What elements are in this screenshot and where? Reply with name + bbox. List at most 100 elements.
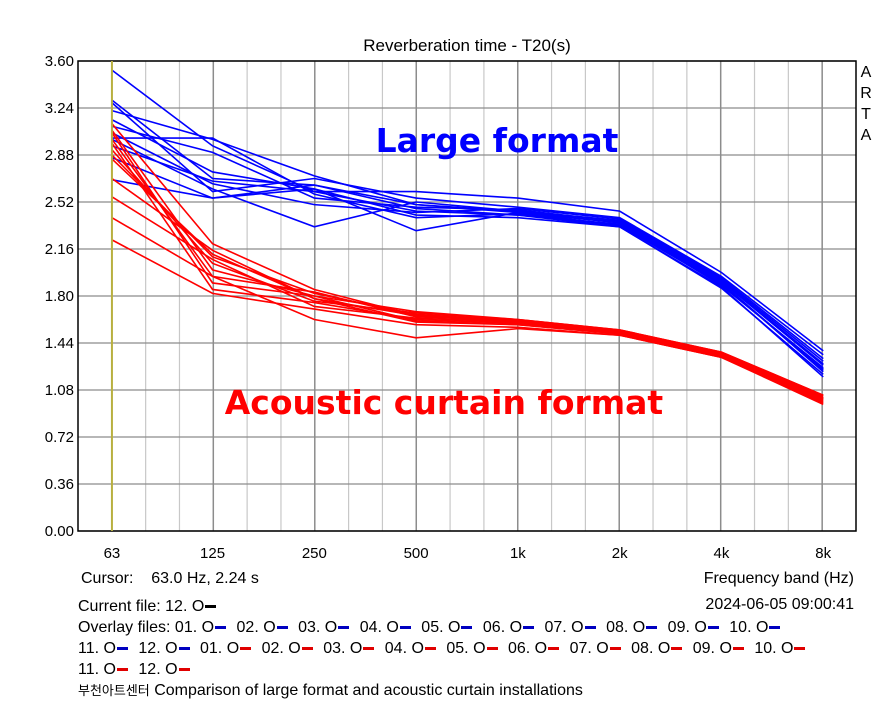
y-tick-label: 2.88 (45, 147, 74, 164)
overlay-file-swatch (461, 626, 473, 630)
overlay-file-item: 08. O (606, 619, 663, 636)
y-tick-label: 1.80 (45, 288, 74, 305)
overlay-file-label: 06. O (482, 619, 523, 636)
series-line-large (111, 132, 824, 360)
overlay-file-label: 03. O (298, 619, 338, 636)
x-tick-label: 1k (510, 545, 526, 562)
overlay-file-item: 05. O (446, 640, 503, 657)
overlay-file-swatch (769, 626, 781, 630)
current-file-swatch (205, 605, 217, 609)
overlay-file-swatch (794, 647, 806, 651)
overlay-file-label: 09. O (667, 619, 707, 636)
annotation-large-format: Large format (376, 121, 619, 160)
overlay-file-label: 11. O (78, 661, 116, 678)
overlay-file-swatch (646, 626, 658, 630)
overlay-file-label: 01. O (174, 619, 215, 636)
cursor-value: 63.0 Hz, 2.24 s (151, 570, 259, 587)
overlay-file-item: 10. O (729, 619, 786, 636)
overlay-file-item: 07. O (544, 619, 601, 636)
watermark-letter: R (860, 85, 872, 102)
overlay-file-label: 08. O (631, 640, 671, 657)
overlay-file-label: 11. O (78, 640, 116, 657)
series-line-curtain (111, 149, 824, 396)
overlay-file-item: 05. O (421, 619, 478, 636)
overlay-file-item: 09. O (693, 640, 750, 657)
overlay-file-label: 07. O (569, 640, 609, 657)
overlay-file-swatch (732, 647, 744, 651)
overlay-file-swatch (399, 626, 411, 630)
overlay-file-swatch (178, 668, 190, 672)
overlay-file-swatch (424, 647, 436, 651)
y-tick-label: 1.08 (45, 382, 74, 399)
overlay-file-item: 04. O (360, 619, 417, 636)
overlay-file-swatch (609, 647, 621, 651)
measurement-date: 2024-06-05 09:00:41 (705, 596, 854, 613)
overlay-file-swatch (338, 626, 350, 630)
file-legend: Current file: 12. O Overlay files: 01. O… (78, 596, 838, 701)
x-tick-label: 125 (200, 545, 225, 562)
overlay-file-swatch (671, 647, 683, 651)
current-file: Current file: 12. O (78, 596, 838, 617)
overlay-file-label: 04. O (359, 619, 399, 636)
overlay-file-swatch (240, 647, 252, 651)
venue-name: 부천아트센터 (78, 683, 150, 698)
y-tick-label: 3.24 (45, 100, 74, 117)
chart-title: Reverberation time - T20(s) (363, 36, 571, 55)
overlay-file-label: 12. O (138, 640, 178, 657)
overlay-file-item: 08. O (631, 640, 688, 657)
overlay-file-label: 05. O (421, 619, 461, 636)
overlay-file-item: 06. O (483, 619, 540, 636)
overlay-file-label: 02. O (261, 640, 301, 657)
caption: 부천아트센터 Comparison of large format and ac… (78, 680, 838, 701)
overlay-file-item: 07. O (570, 640, 627, 657)
x-tick-label: 250 (302, 545, 327, 562)
series-line-large (111, 137, 824, 370)
overlay-file-swatch (301, 647, 313, 651)
series-line-curtain (111, 239, 824, 404)
series-line-curtain (111, 132, 824, 402)
series-line-large (111, 156, 824, 372)
x-tick-label: 2k (612, 545, 628, 562)
overlay-file-swatch (215, 626, 227, 630)
plot-frame (77, 60, 857, 532)
x-tick-label: 63 (104, 545, 121, 562)
y-tick-label: 2.16 (45, 241, 74, 258)
overlay-file-swatch (707, 626, 719, 630)
overlay-file-label: 01. O (200, 640, 240, 657)
overlay-file-label: 07. O (544, 619, 584, 636)
overlay-label: Overlay files: (78, 619, 171, 636)
watermark-letter: A (861, 64, 872, 81)
overlay-file-swatch (486, 647, 498, 651)
overlay-file-label: 06. O (507, 640, 548, 657)
y-tick-label: 0.72 (45, 429, 74, 446)
overlay-file-item: 09. O (668, 619, 725, 636)
overlay-file-item: 03. O (323, 640, 380, 657)
overlay-file-item: 04. O (385, 640, 442, 657)
series-line-large (111, 145, 824, 352)
y-tick-label: 1.44 (45, 335, 74, 352)
series-line-large (111, 179, 824, 378)
overlay-file-label: 09. O (692, 640, 732, 657)
series-line-large (111, 102, 824, 356)
x-tick-label: 8k (815, 545, 831, 562)
overlay-file-item: 10. O (754, 640, 811, 657)
overlay-file-label: 10. O (754, 640, 794, 657)
current-file-label: Current file: 12. O (78, 598, 205, 615)
overlay-file-label: 04. O (384, 640, 424, 657)
y-tick-label: 2.52 (45, 194, 74, 211)
overlay-file-swatch (523, 626, 535, 630)
y-tick-label: 0.00 (45, 523, 74, 540)
overlay-file-item: 06. O (508, 640, 565, 657)
overlay-file-label: 03. O (323, 640, 363, 657)
overlay-file-item: 12. O (138, 640, 195, 657)
series-line-curtain (111, 196, 824, 400)
overlay-file-label: 10. O (729, 619, 769, 636)
overlay-file-item: 01. O (175, 619, 232, 636)
cursor-readout: Cursor: 63.0 Hz, 2.24 s (81, 570, 259, 588)
overlay-file-item: 11. O (78, 640, 134, 657)
overlay-file-item: 12. O (138, 661, 195, 678)
annotation-curtain-format: Acoustic curtain format (225, 383, 664, 422)
series-line-large (111, 125, 824, 365)
overlay-file-swatch (178, 647, 190, 651)
overlay-file-item: 01. O (200, 640, 257, 657)
